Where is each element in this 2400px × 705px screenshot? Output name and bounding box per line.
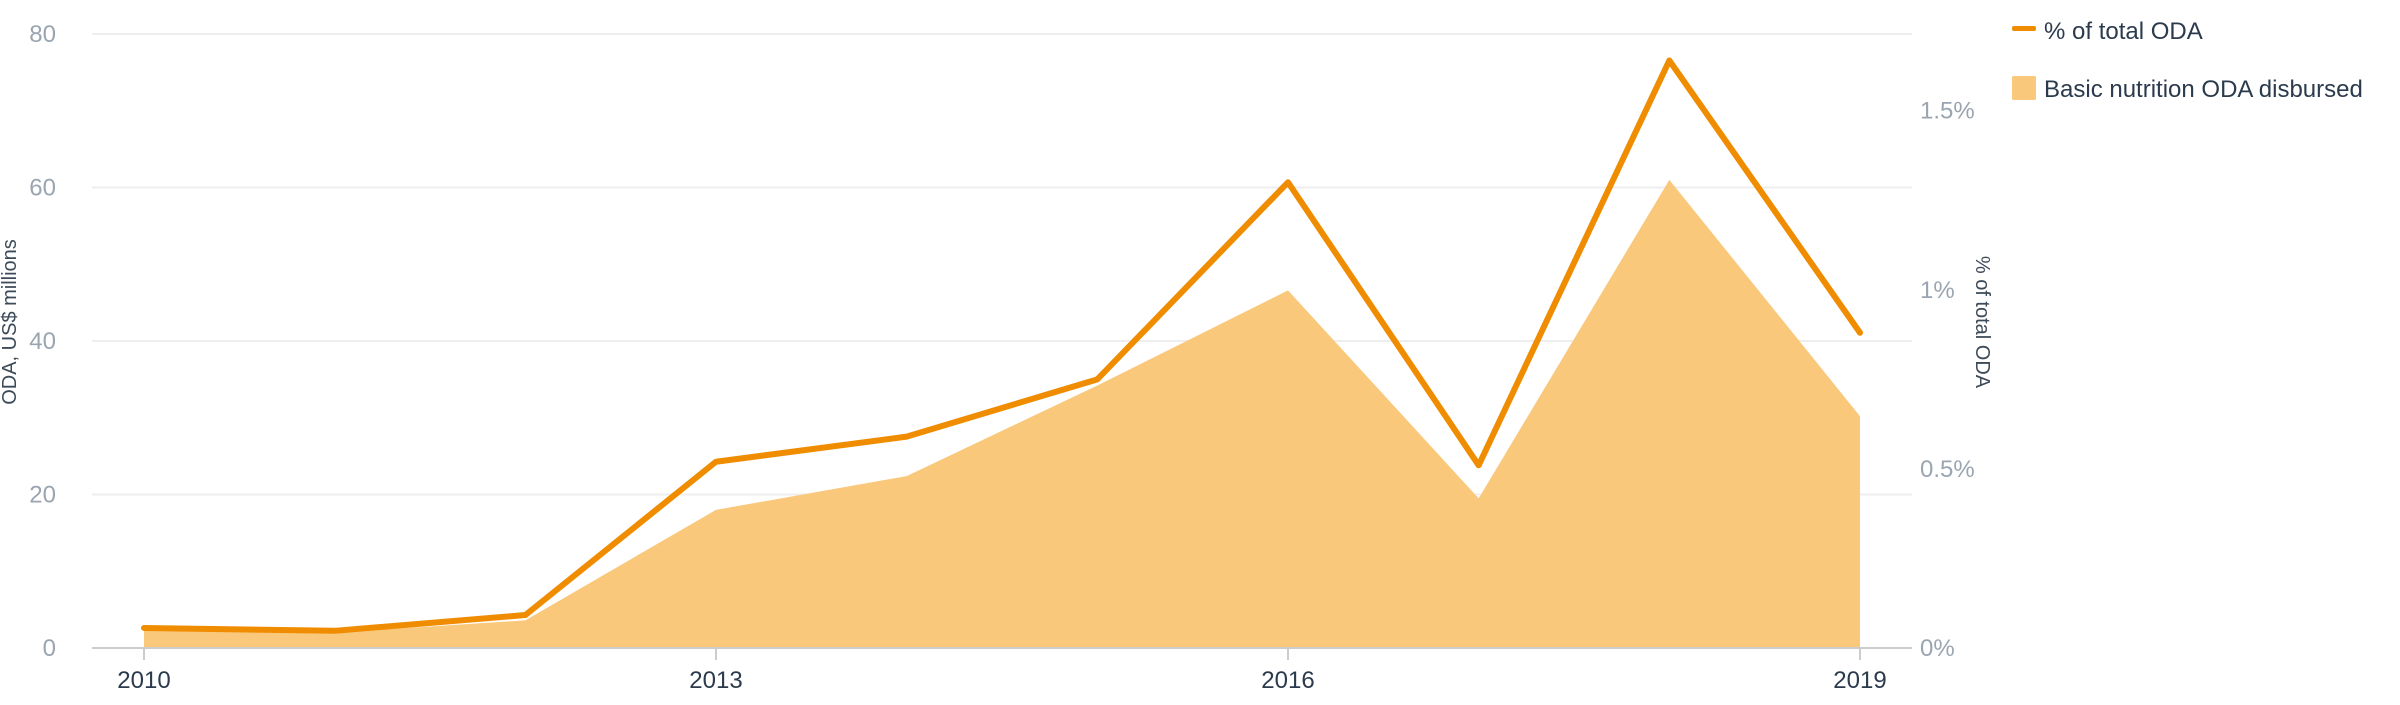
y-left-tick-label: 80 <box>29 21 56 48</box>
line-layer <box>138 55 1866 637</box>
legend-item-pct[interactable]: % of total ODA <box>2012 18 2203 45</box>
line-series-pct-total-oda[interactable] <box>141 57 1863 634</box>
x-tick-label: 2019 <box>1833 667 1886 694</box>
x-tick-label: 2010 <box>117 667 170 694</box>
y-left-tick-label: 0 <box>43 635 56 662</box>
line-point[interactable] <box>1091 373 1103 385</box>
y-right-tick-label: 0% <box>1920 635 1955 662</box>
line-point[interactable] <box>1473 459 1485 471</box>
line-point[interactable] <box>1663 55 1675 67</box>
legend-label-pct: % of total ODA <box>2044 18 2203 45</box>
legend-item-oda[interactable]: Basic nutrition ODA disbursed <box>2012 76 2363 103</box>
area-point[interactable] <box>1473 492 1485 504</box>
y-left-tick-label: 60 <box>29 175 56 202</box>
line-point[interactable] <box>901 431 913 443</box>
line-point[interactable] <box>1854 327 1866 339</box>
line-point[interactable] <box>710 456 722 468</box>
axis-layer: 0 20 40 60 80 0% 0.5% 1% 1.5% 2010 2013 2016 2019 <box>29 21 1974 694</box>
legend-area-swatch <box>2012 76 2036 100</box>
line-point[interactable] <box>519 609 531 621</box>
area-point[interactable] <box>1282 284 1294 296</box>
line-point[interactable] <box>329 625 341 637</box>
legend-line-swatch <box>2012 26 2036 31</box>
y-right-tick-label: 0.5% <box>1920 456 1975 483</box>
legend-label-oda: Basic nutrition ODA disbursed <box>2044 76 2363 103</box>
line-point[interactable] <box>1282 176 1294 188</box>
area-point[interactable] <box>1663 174 1675 186</box>
y-axis-right-title: % of total ODA <box>1971 256 1993 389</box>
x-tick-label: 2013 <box>689 667 742 694</box>
y-left-tick-label: 40 <box>29 328 56 355</box>
area-point[interactable] <box>901 470 913 482</box>
area-series-basic-nutrition[interactable] <box>144 179 1860 648</box>
area-point[interactable] <box>1854 410 1866 422</box>
legend: % of total ODA Basic nutrition ODA disbu… <box>2012 18 2363 103</box>
line-point[interactable] <box>138 622 150 634</box>
area-point[interactable] <box>710 504 722 516</box>
y-right-tick-label: 1.5% <box>1920 98 1975 125</box>
y-axis-left-title: ODA, US$ millions <box>0 239 21 405</box>
y-right-tick-label: 1% <box>1920 277 1955 304</box>
area-layer <box>144 174 1866 648</box>
y-left-tick-label: 20 <box>29 482 56 509</box>
x-tick-label: 2016 <box>1261 667 1314 694</box>
